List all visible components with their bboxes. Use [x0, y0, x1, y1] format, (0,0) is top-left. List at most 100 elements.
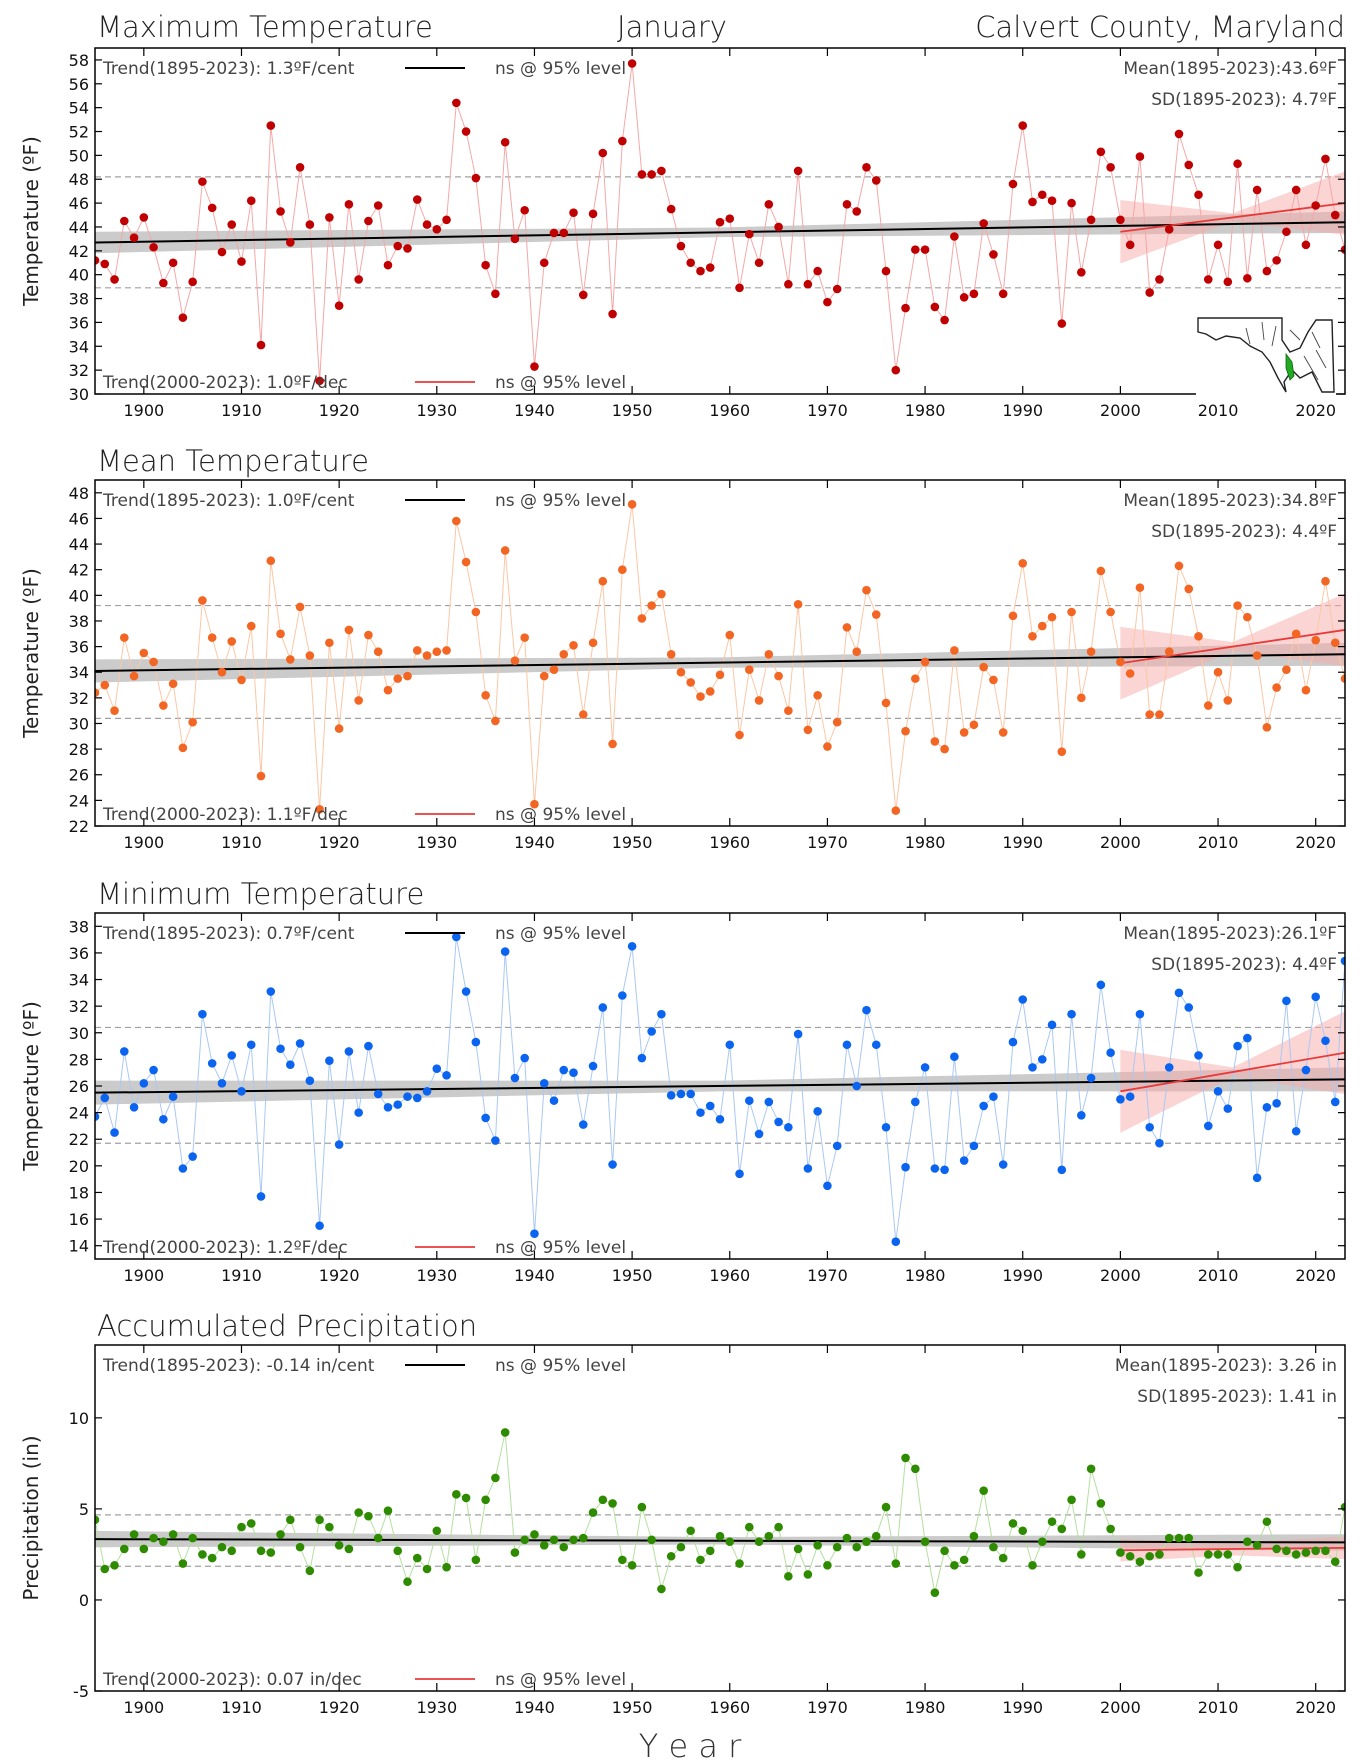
- long-trend-label: Trend(1895-2023): 0.7ºF/cent: [102, 924, 355, 944]
- data-point-1928: [412, 1093, 422, 1103]
- data-point-1930: [432, 647, 442, 657]
- data-point-1901: [149, 1533, 158, 1543]
- panel-title: Accumulated Precipitation: [97, 1309, 477, 1343]
- data-point-2008: [1194, 1051, 1203, 1060]
- data-point-1934: [471, 173, 481, 183]
- data-point-1951: [637, 170, 647, 179]
- data-point-1914: [276, 629, 285, 639]
- data-point-1959: [715, 670, 725, 680]
- x-tick-label: 1940: [514, 401, 555, 420]
- y-tick-label: 48: [69, 484, 89, 503]
- data-point-2007: [1184, 160, 1194, 170]
- data-point-2004: [1155, 275, 1164, 284]
- data-point-2024: [1350, 115, 1359, 124]
- plot-content: [95, 500, 1359, 815]
- data-point-2009: [1203, 701, 1213, 710]
- sd-label: SD(1895-2023): 4.4ºF: [1151, 955, 1337, 975]
- data-point-1942: [549, 1096, 559, 1105]
- data-point-1972: [842, 623, 852, 632]
- data-point-2024: [1350, 537, 1359, 546]
- data-point-1947: [598, 1003, 608, 1012]
- data-point-1946: [588, 209, 598, 219]
- data-point-1978: [901, 726, 910, 736]
- y-tick-label: 10: [69, 1409, 89, 1428]
- data-point-2001: [1125, 240, 1135, 250]
- y-tick-label: 24: [69, 791, 89, 810]
- data-point-1994: [1057, 1165, 1067, 1175]
- data-point-1942: [549, 665, 559, 674]
- data-point-1966: [784, 279, 793, 289]
- data-point-1996: [1077, 693, 1086, 703]
- data-point-1993: [1047, 612, 1057, 622]
- data-point-1965: [774, 1117, 783, 1127]
- data-point-1990: [1018, 121, 1028, 130]
- data-point-1918: [315, 1221, 324, 1231]
- data-point-1995: [1067, 198, 1076, 208]
- data-point-1928: [412, 1553, 422, 1563]
- y-tick-label: 40: [69, 586, 89, 605]
- data-point-1983: [950, 1561, 959, 1570]
- data-point-2005: [1164, 1063, 1174, 1072]
- data-point-1967: [793, 166, 803, 176]
- data-point-1899: [129, 1530, 139, 1539]
- data-point-1951: [637, 614, 647, 623]
- data-point-2019: [1301, 240, 1311, 250]
- y-tick-label: 36: [69, 313, 89, 332]
- data-point-1903: [168, 258, 178, 268]
- mean-label: Mean(1895-2023):34.8ºF: [1123, 491, 1337, 511]
- data-point-2020: [1311, 992, 1321, 1002]
- data-point-1929: [422, 1087, 432, 1096]
- data-point-1978: [901, 1453, 910, 1463]
- data-point-1997: [1086, 1073, 1096, 1083]
- data-point-2022: [1330, 1557, 1340, 1567]
- data-point-1988: [998, 728, 1008, 737]
- data-point-1998: [1096, 566, 1106, 576]
- long-term-trend-line: [95, 1078, 1345, 1094]
- data-point-1996: [1077, 268, 1086, 277]
- data-point-1945: [578, 1533, 588, 1543]
- x-tick-label: 1900: [123, 1266, 164, 1285]
- data-point-1895: [95, 256, 100, 265]
- data-point-2019: [1301, 1548, 1311, 1557]
- data-point-2003: [1145, 288, 1154, 297]
- data-point-1951: [637, 1053, 647, 1063]
- data-point-1907: [207, 1059, 217, 1068]
- data-point-1971: [832, 717, 842, 727]
- data-point-1996: [1077, 1110, 1086, 1120]
- data-point-2013: [1243, 612, 1252, 622]
- data-point-1998: [1096, 980, 1106, 990]
- data-point-2020: [1311, 1546, 1321, 1556]
- data-point-1923: [364, 1041, 373, 1051]
- mean-label: Mean(1895-2023):43.6ºF: [1123, 59, 1337, 79]
- data-point-1981: [930, 1164, 940, 1173]
- data-point-1915: [286, 1060, 295, 1070]
- data-point-1949: [618, 565, 627, 575]
- data-point-1934: [471, 1037, 481, 1047]
- data-point-2016: [1272, 1099, 1281, 1108]
- y-tick-label: -5: [73, 1682, 89, 1701]
- data-point-1963: [754, 1537, 764, 1546]
- data-point-2001: [1125, 669, 1135, 678]
- data-point-1911: [246, 196, 256, 206]
- y-tick-label: 38: [69, 290, 89, 309]
- data-point-1932: [452, 932, 461, 942]
- data-point-1917: [305, 651, 315, 660]
- data-point-1999: [1106, 1048, 1115, 1058]
- data-point-1973: [852, 207, 862, 216]
- x-tick-label: 1910: [221, 1266, 262, 1285]
- panel-title: Mean Temperature: [97, 444, 369, 478]
- data-point-1980: [920, 1537, 930, 1546]
- long-term-trend-line: [95, 221, 1345, 244]
- data-point-2000: [1116, 1548, 1125, 1557]
- data-point-2009: [1203, 1550, 1213, 1559]
- data-point-1946: [588, 638, 598, 648]
- y-tick-label: 32: [69, 997, 89, 1016]
- data-point-1926: [393, 674, 403, 683]
- x-tick-label: 1920: [319, 401, 360, 420]
- data-point-1934: [471, 607, 481, 617]
- y-tick-label: 30: [69, 385, 89, 404]
- data-point-1935: [481, 260, 490, 270]
- y-tick-label: 38: [69, 612, 89, 631]
- data-point-1912: [256, 1546, 266, 1556]
- data-point-1895: [95, 1515, 100, 1525]
